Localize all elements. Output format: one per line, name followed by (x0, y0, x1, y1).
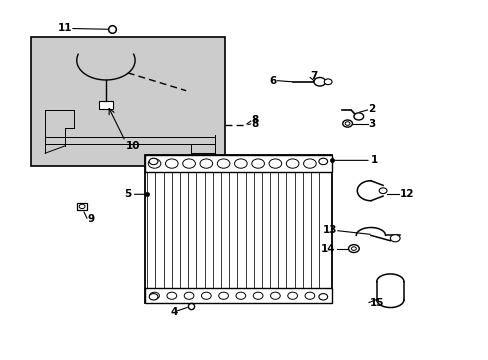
Text: 7: 7 (309, 71, 317, 81)
Circle shape (234, 159, 246, 168)
Circle shape (217, 159, 229, 168)
Circle shape (253, 292, 263, 299)
Circle shape (79, 204, 85, 208)
Circle shape (342, 120, 352, 127)
Circle shape (270, 292, 280, 299)
Circle shape (303, 159, 316, 168)
Circle shape (345, 122, 349, 125)
Circle shape (324, 79, 331, 85)
Circle shape (149, 158, 158, 165)
Text: 8: 8 (251, 118, 259, 129)
Circle shape (351, 247, 356, 250)
Circle shape (149, 292, 159, 299)
Bar (77, 203, 87, 210)
Circle shape (148, 159, 161, 168)
Text: 3: 3 (368, 118, 375, 129)
Circle shape (149, 294, 158, 300)
Bar (144, 155, 331, 172)
Circle shape (165, 159, 178, 168)
Circle shape (313, 77, 325, 86)
Text: 15: 15 (369, 298, 384, 308)
Text: 10: 10 (125, 141, 140, 151)
Circle shape (200, 159, 212, 168)
Text: 13: 13 (322, 225, 336, 235)
Bar (144, 288, 331, 303)
Circle shape (353, 113, 363, 120)
Text: 12: 12 (399, 189, 414, 199)
Text: 5: 5 (124, 189, 144, 199)
Text: 1: 1 (334, 156, 377, 165)
Circle shape (251, 159, 264, 168)
Circle shape (305, 292, 314, 299)
Circle shape (184, 292, 194, 299)
Circle shape (183, 159, 195, 168)
Text: 14: 14 (321, 244, 335, 253)
Text: 9: 9 (88, 214, 95, 224)
Circle shape (286, 159, 298, 168)
Circle shape (287, 292, 297, 299)
Bar (99, 101, 113, 109)
Text: 8: 8 (251, 115, 259, 125)
Circle shape (318, 158, 327, 165)
Text: 11: 11 (57, 23, 72, 33)
Circle shape (236, 292, 245, 299)
Text: 6: 6 (269, 76, 276, 86)
Circle shape (378, 188, 386, 194)
Circle shape (166, 292, 176, 299)
Bar (30, 37, 224, 166)
Circle shape (268, 159, 281, 168)
Circle shape (348, 245, 359, 252)
Text: 4: 4 (170, 307, 178, 317)
Text: 2: 2 (368, 104, 375, 114)
Bar (144, 155, 331, 303)
Circle shape (201, 292, 211, 299)
Circle shape (389, 235, 399, 242)
Circle shape (318, 294, 327, 300)
Circle shape (218, 292, 228, 299)
